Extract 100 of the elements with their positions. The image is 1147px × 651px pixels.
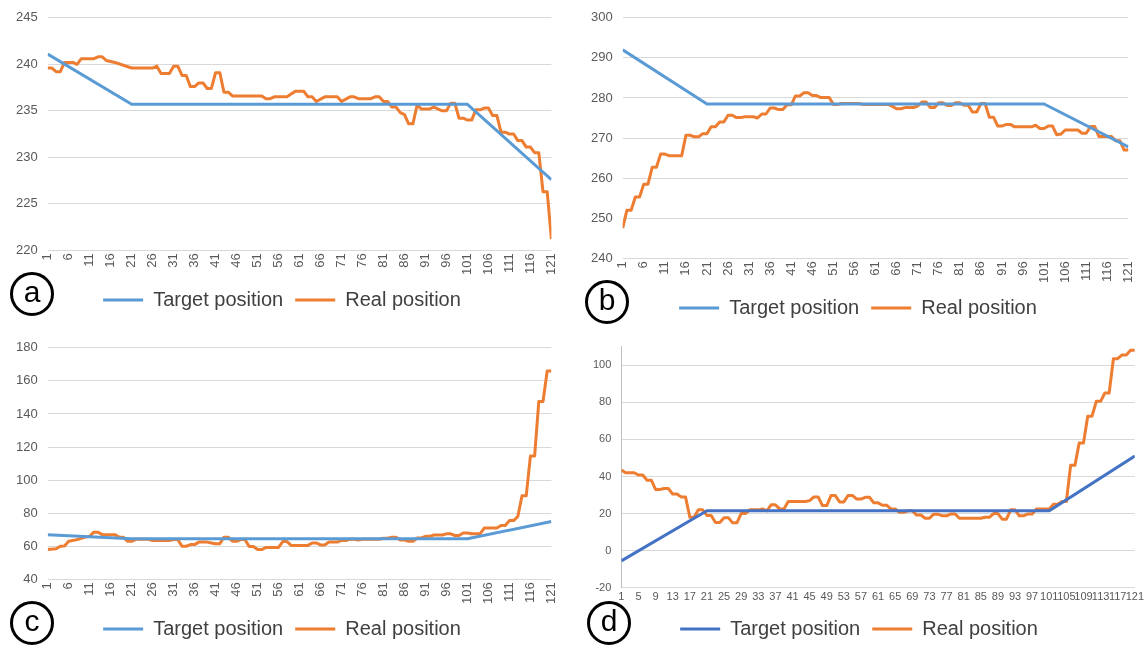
x-tick-label: 41 — [207, 253, 223, 268]
x-tick-label: 65 — [889, 590, 902, 603]
x-tick-label: 61 — [867, 261, 883, 276]
x-tick-label: 113 — [1091, 590, 1110, 603]
x-tick-label: 46 — [228, 582, 244, 597]
x-tick-label: 5 — [635, 590, 642, 603]
legend-label: Target position — [153, 287, 284, 310]
y-tick-label: 280 — [590, 89, 613, 105]
x-tick-label: 57 — [854, 590, 868, 603]
text: a — [10, 272, 54, 316]
x-tick-label: 46 — [803, 261, 819, 276]
x-tick-label: 21 — [700, 590, 714, 603]
y-tick-label: 80 — [599, 395, 612, 408]
legend-label: Target position — [730, 616, 861, 639]
legend-label: Target position — [729, 295, 860, 318]
y-tick-label: 300 — [590, 9, 613, 25]
x-tick-label: 61 — [291, 582, 307, 597]
x-tick-label: 16 — [102, 253, 118, 268]
x-tick-label: 111 — [1077, 261, 1093, 282]
x-tick-label: 41 — [782, 261, 798, 276]
x-tick-label: 41 — [207, 582, 223, 597]
x-tick-label: 56 — [270, 253, 286, 268]
text: d — [587, 601, 631, 645]
x-tick-label: 106 — [480, 253, 496, 276]
x-tick-label: 111 — [501, 582, 516, 603]
x-tick-label: 77 — [940, 590, 953, 603]
x-tick-label: 76 — [354, 253, 370, 268]
x-tick-label: 93 — [1008, 590, 1022, 603]
y-tick-label: 60 — [599, 432, 612, 445]
x-tick-label: 96 — [438, 253, 454, 268]
y-tick-label: 180 — [15, 339, 38, 355]
y-tick-label: 0 — [605, 543, 612, 556]
x-tick-label: 16 — [102, 582, 118, 597]
text: c — [10, 601, 54, 645]
x-tick-label: 29 — [735, 590, 748, 603]
x-tick-label: 121 — [1125, 590, 1144, 603]
x-tick-label: 101 — [1040, 590, 1059, 603]
x-tick-label: 89 — [991, 590, 1005, 603]
x-tick-label: 86 — [396, 582, 412, 597]
x-tick-label: 121 — [1119, 261, 1135, 284]
y-tick-label: 240 — [15, 55, 38, 71]
x-tick-label: 26 — [719, 261, 735, 276]
y-tick-label: 40 — [599, 469, 612, 482]
y-tick-label: 100 — [15, 471, 38, 487]
x-tick-label: 71 — [909, 261, 925, 276]
x-tick-label: 101 — [459, 582, 475, 605]
x-tick-label: 81 — [951, 261, 967, 276]
x-tick-label: 97 — [1026, 590, 1039, 603]
x-tick-label: 6 — [635, 261, 651, 269]
x-tick-label: 11 — [656, 261, 672, 275]
x-tick-label: 101 — [459, 253, 475, 276]
x-tick-label: 91 — [417, 253, 433, 268]
y-tick-label: 140 — [15, 405, 38, 421]
x-tick-label: 121 — [542, 582, 558, 605]
y-tick-label: 120 — [15, 438, 38, 454]
x-tick-label: 1 — [39, 582, 55, 590]
x-tick-label: 6 — [60, 253, 76, 261]
y-tick-label: 100 — [592, 358, 612, 371]
y-tick-label: 160 — [15, 372, 38, 388]
x-tick-label: 96 — [1014, 261, 1030, 276]
x-tick-label: 111 — [501, 253, 516, 274]
x-tick-label: 66 — [312, 582, 328, 597]
y-tick-label: 40 — [23, 570, 38, 586]
x-tick-label: 81 — [957, 590, 970, 603]
x-tick-label: 109 — [1074, 590, 1093, 603]
x-tick-label: 36 — [186, 253, 202, 268]
x-tick-label: 16 — [677, 261, 693, 276]
x-tick-label: 31 — [165, 582, 181, 597]
x-tick-label: 81 — [375, 582, 391, 597]
x-tick-label: 116 — [521, 582, 537, 604]
x-tick-label: 21 — [123, 582, 139, 597]
x-tick-label: 76 — [930, 261, 946, 276]
x-tick-label: 11 — [81, 582, 97, 596]
x-tick-label: 51 — [249, 582, 265, 597]
x-tick-label: 13 — [666, 590, 679, 603]
y-tick-label: 245 — [15, 9, 38, 25]
y-tick-label: 225 — [15, 195, 38, 211]
x-tick-label: 86 — [396, 253, 412, 268]
x-tick-label: 86 — [972, 261, 988, 276]
legend-label: Target position — [153, 616, 284, 639]
x-tick-label: 56 — [270, 582, 286, 597]
x-tick-label: 73 — [923, 590, 936, 603]
x-tick-label: 11 — [81, 253, 97, 267]
legend-label: Real position — [922, 616, 1038, 639]
x-tick-label: 36 — [761, 261, 777, 276]
x-tick-label: 117 — [1108, 590, 1127, 603]
y-tick-label: 250 — [590, 209, 613, 225]
x-tick-label: 45 — [803, 590, 816, 603]
x-tick-label: 106 — [480, 582, 496, 605]
legend-label: Real position — [345, 287, 461, 310]
x-tick-label: 21 — [698, 261, 714, 276]
x-tick-label: 21 — [123, 253, 139, 268]
x-tick-label: 53 — [837, 590, 850, 603]
y-tick-label: 290 — [590, 49, 613, 65]
x-tick-label: 26 — [144, 253, 160, 268]
x-tick-label: 56 — [846, 261, 862, 276]
y-tick-label: 220 — [15, 241, 38, 257]
x-tick-label: 69 — [906, 590, 919, 603]
x-tick-label: 61 — [291, 253, 307, 268]
x-tick-label: 71 — [333, 253, 349, 268]
